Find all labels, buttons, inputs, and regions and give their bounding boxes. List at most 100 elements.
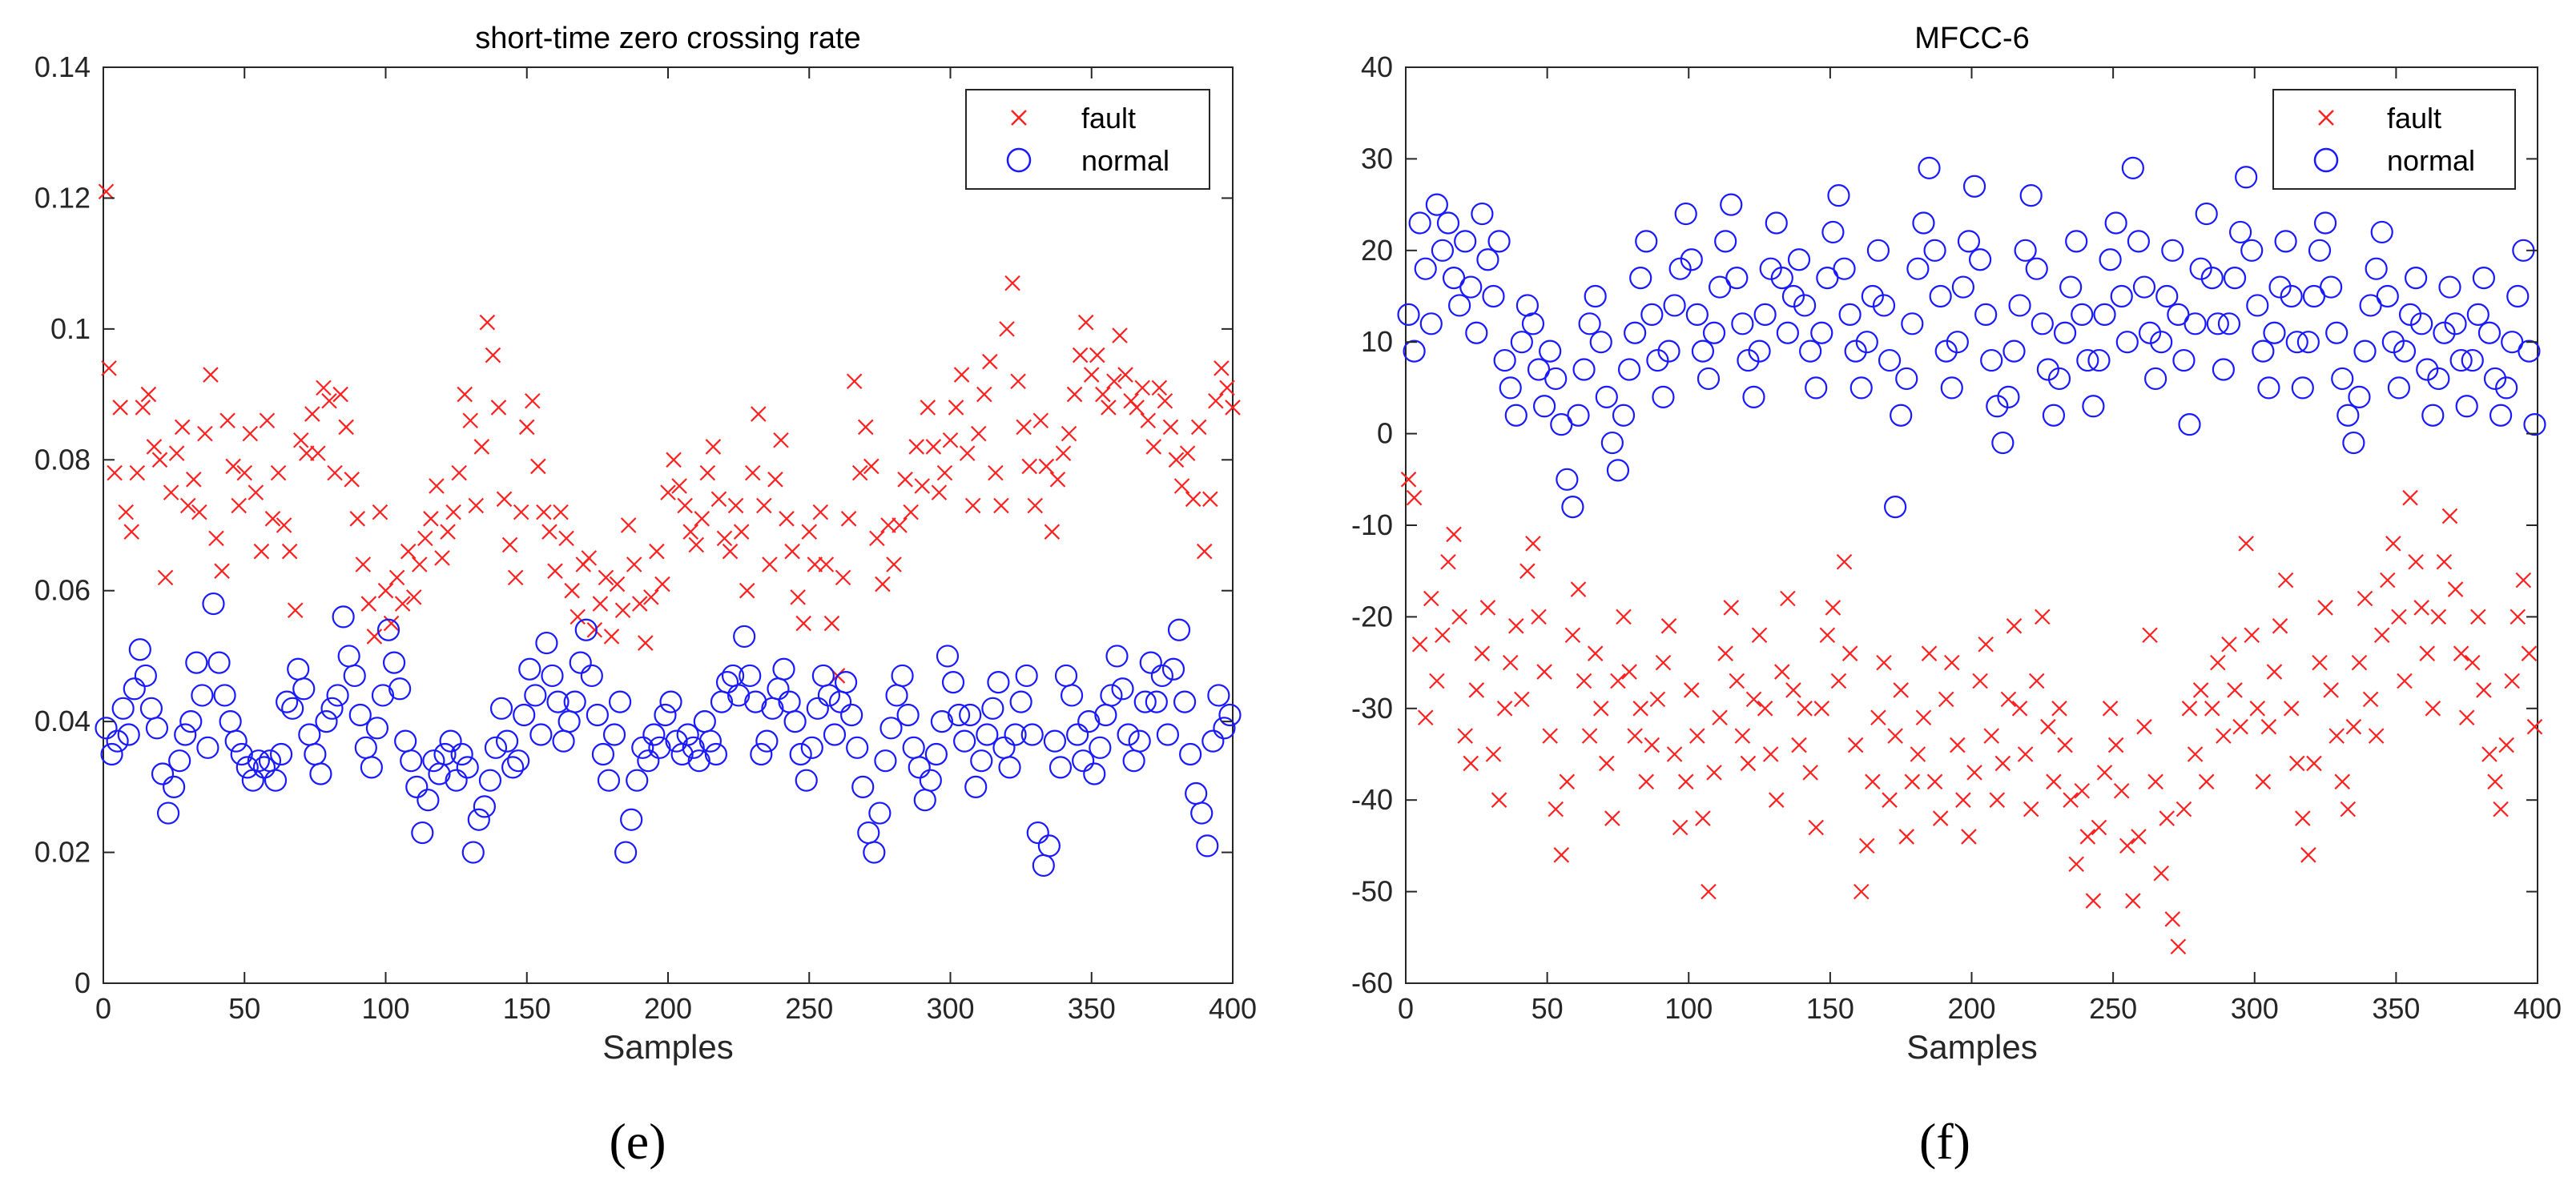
point-normal — [919, 769, 942, 792]
point-fault — [1190, 419, 1207, 436]
point-fault — [1627, 728, 1643, 744]
point-fault — [988, 464, 1004, 481]
point-fault — [2464, 654, 2481, 671]
point-fault — [513, 504, 529, 520]
point-fault — [1145, 439, 1162, 455]
point-normal — [2433, 321, 2456, 344]
point-fault — [1451, 609, 1467, 625]
point-fault — [2515, 572, 2532, 588]
point-fault — [174, 419, 191, 436]
point-normal — [1765, 211, 1788, 235]
point-fault — [1531, 609, 1547, 625]
point-normal — [1878, 348, 1902, 372]
point-normal — [1787, 248, 1811, 271]
point-normal — [1629, 267, 1652, 290]
point-fault — [603, 629, 620, 645]
point-fault — [2238, 536, 2254, 552]
point-normal — [2268, 275, 2292, 299]
point-fault — [2187, 746, 2204, 762]
chart-panel-f: MFCC-6 Samples (f) 0 50 100 150 200 250 300 350… — [1351, 22, 2562, 1170]
point-fault — [1655, 654, 1672, 671]
point-fault — [857, 419, 874, 436]
point-normal — [1060, 684, 1084, 707]
point-fault — [1429, 673, 1445, 689]
point-fault — [417, 530, 433, 547]
point-normal — [626, 769, 649, 792]
point-fault — [1666, 746, 1683, 762]
point-fault — [779, 511, 795, 527]
point-normal — [998, 756, 1021, 779]
point-normal — [2223, 267, 2247, 290]
point-normal — [365, 717, 389, 740]
point-fault — [1876, 654, 1892, 671]
point-fault — [1887, 728, 1903, 744]
point-normal — [163, 775, 186, 798]
point-normal — [1731, 312, 1754, 335]
point-fault — [231, 497, 247, 514]
point-normal — [614, 841, 638, 864]
point-fault — [1411, 636, 1428, 653]
point-normal — [1037, 834, 1061, 858]
point-fault — [993, 497, 1009, 514]
legend-marker-fault-e — [1011, 110, 1027, 126]
point-fault — [1695, 810, 1711, 826]
point-normal — [2184, 312, 2207, 335]
point-fault — [1179, 445, 1196, 461]
point-fault — [694, 511, 710, 527]
point-fault — [2283, 701, 2300, 717]
point-normal — [2376, 284, 2399, 308]
point-normal — [868, 801, 892, 825]
point-fault — [1649, 691, 1666, 708]
point-normal — [840, 703, 863, 727]
point-normal — [473, 795, 496, 818]
point-normal — [1714, 230, 1737, 253]
point-normal — [637, 749, 660, 773]
x-tick-label: 150 — [1806, 992, 1854, 1025]
point-normal — [1589, 331, 1612, 354]
legend-box-f — [2272, 89, 2516, 190]
point-fault — [784, 543, 800, 560]
point-fault — [214, 563, 230, 579]
legend-label-normal-f: normal — [2387, 144, 2475, 177]
point-normal — [800, 736, 823, 759]
point-normal — [930, 710, 954, 733]
point-normal — [2178, 413, 2201, 436]
point-normal — [1646, 348, 1669, 372]
point-fault — [2119, 838, 2135, 854]
point-fault — [751, 406, 767, 422]
point-normal — [1748, 339, 1771, 363]
point-fault — [581, 550, 598, 566]
point-normal — [309, 762, 332, 785]
point-normal — [2082, 395, 2105, 418]
point-fault — [1044, 524, 1061, 540]
point-fault — [349, 511, 366, 527]
point-fault — [1542, 728, 1558, 744]
point-normal — [1431, 239, 1455, 262]
point-normal — [1544, 367, 1568, 391]
point-fault — [892, 517, 908, 533]
point-normal — [196, 736, 219, 759]
chart-panel-e: short-time zero crossing rate Samples (e… — [34, 22, 1257, 1170]
point-normal — [320, 697, 344, 720]
point-normal — [495, 729, 519, 753]
point-normal — [546, 690, 570, 713]
point-fault — [1774, 664, 1790, 680]
point-fault — [1162, 419, 1179, 436]
point-normal — [360, 756, 383, 779]
point-normal — [755, 729, 779, 753]
point-fault — [2046, 773, 2062, 790]
point-fault — [1599, 755, 1615, 772]
x-axis-label-e: Samples — [602, 1028, 733, 1066]
point-normal — [642, 723, 666, 746]
point-normal — [2308, 239, 2332, 262]
point-fault — [253, 543, 270, 560]
point-normal — [2427, 367, 2450, 391]
point-fault — [1757, 701, 1773, 717]
point-normal — [1572, 358, 1596, 381]
point-fault — [2085, 893, 2102, 909]
point-fault — [501, 536, 518, 553]
point-normal — [2291, 376, 2314, 400]
legend-label-fault-e: fault — [1081, 102, 1136, 135]
point-fault — [2216, 728, 2232, 744]
point-normal — [1652, 385, 1675, 408]
